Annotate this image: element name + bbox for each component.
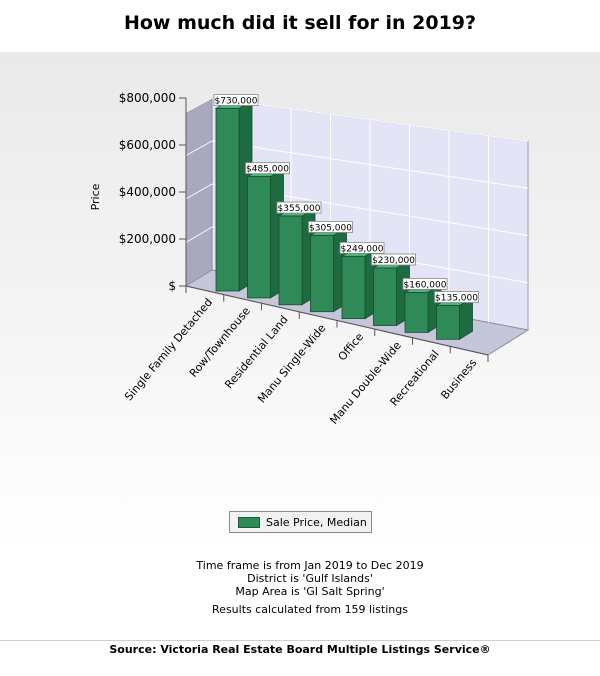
bar [373, 267, 397, 326]
gridline-left [185, 183, 213, 200]
x-tick-label: Business [438, 356, 479, 402]
data-label-box [213, 94, 259, 106]
data-label: $160,000 [404, 280, 447, 290]
legend-swatch [238, 516, 260, 528]
data-label-box [434, 291, 479, 303]
data-label-box [308, 221, 353, 233]
data-label: $135,000 [435, 294, 478, 304]
footer-divider [0, 640, 600, 641]
x-tick-label: Office [336, 330, 367, 363]
gridline-left [185, 97, 213, 113]
gridline-left [185, 226, 213, 243]
data-label-box [276, 201, 322, 214]
data-label-box [245, 162, 290, 175]
note-results: Results calculated from 159 listings [212, 603, 408, 616]
bar [341, 255, 366, 320]
bar [278, 215, 303, 306]
bar [215, 108, 240, 292]
bar [404, 291, 429, 333]
data-label: $485,000 [246, 165, 289, 175]
data-label: $249,000 [341, 244, 384, 254]
note-timeframe: Time frame is from Jan 2019 to Dec 2019 [196, 559, 424, 572]
data-label-box [402, 277, 448, 290]
data-label: $230,000 [372, 256, 415, 266]
bar-chart: $ $200,000 $400,000 $600,000 $800,000 Price $7… [89, 91, 530, 427]
bar [310, 235, 334, 313]
source-credit: Source: Victoria Real Estate Board Multi… [109, 643, 491, 656]
x-tick-label: Single Family Detached [122, 296, 215, 403]
note-district: District is 'Gulf Islands' [247, 572, 373, 585]
bar [247, 176, 271, 299]
data-label-box [371, 253, 416, 266]
bar [436, 305, 460, 340]
y-tick-label: $200,000 [119, 232, 176, 246]
chart-legend: Sale Price, Median [229, 511, 372, 533]
chart-notes: Time frame is from Jan 2019 to Dec 2019 … [0, 559, 600, 616]
y-axis-title: Price [89, 183, 102, 210]
data-label: $730,000 [215, 97, 258, 107]
y-tick-label: $ [168, 279, 176, 293]
data-label: $355,000 [278, 204, 321, 214]
y-tick-label: $400,000 [119, 185, 176, 199]
y-tick-label: $600,000 [119, 138, 176, 152]
gridline-left [185, 140, 213, 156]
y-tick-label: $800,000 [119, 91, 176, 105]
chart-title: How much did it sell for in 2019? [123, 12, 477, 34]
legend-label: Sale Price, Median [266, 515, 367, 529]
data-label-box [339, 241, 385, 254]
data-label: $305,000 [309, 223, 352, 233]
note-map-area: Map Area is 'GI Salt Spring' [235, 585, 385, 598]
